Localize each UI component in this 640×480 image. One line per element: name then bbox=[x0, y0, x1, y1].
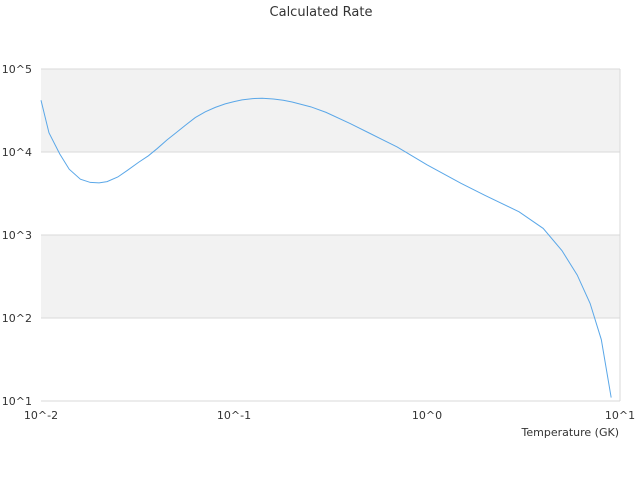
chart-title: Calculated Rate bbox=[270, 5, 373, 20]
x-tick-label: 10^0 bbox=[412, 409, 442, 422]
grid-lines bbox=[41, 68, 620, 402]
x-axis-ticks: 10^-2 10^-1 10^0 10^1 bbox=[24, 409, 635, 422]
y-tick-label: 10^4 bbox=[2, 146, 32, 159]
y-tick-label: 10^5 bbox=[2, 63, 32, 76]
plot-band bbox=[41, 235, 620, 318]
series-line bbox=[40, 97, 612, 398]
plot-bands bbox=[41, 69, 620, 318]
y-tick-label: 10^2 bbox=[2, 312, 32, 325]
x-tick-label: 10^1 bbox=[605, 409, 635, 422]
x-tick-label: 10^-1 bbox=[217, 409, 251, 422]
y-axis-ticks: 10^1 10^2 10^3 10^4 10^5 bbox=[2, 63, 32, 408]
plot-band bbox=[41, 69, 620, 152]
x-axis-label: Temperature (GK) bbox=[521, 426, 620, 439]
y-tick-label: 10^3 bbox=[2, 229, 32, 242]
x-tick-label: 10^-2 bbox=[24, 409, 58, 422]
y-tick-label: 10^1 bbox=[2, 395, 32, 408]
